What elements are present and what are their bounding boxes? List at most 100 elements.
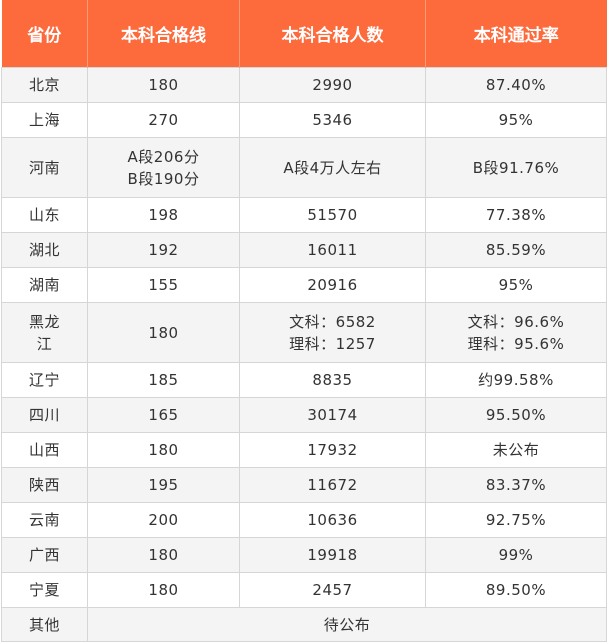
cell-line: 理科：1257 (289, 334, 376, 353)
cell-line: 89.50% (485, 581, 547, 599)
cell-line: 黑龙 (28, 312, 60, 331)
cell-line: B段190分 (127, 169, 200, 188)
cell-pass-line: 192 (87, 232, 240, 268)
cell-line: 180 (148, 323, 179, 342)
cell-province: 湖北 (1, 232, 88, 268)
cell-line: 95% (498, 276, 534, 294)
cell-line: A段4万人左右 (283, 158, 382, 177)
cell-line: 文科：96.6% (467, 312, 565, 331)
cell-pass-line: 165 (87, 397, 240, 433)
cell-pass-line: 185 (87, 362, 240, 398)
cell-line: 10636 (307, 511, 358, 529)
cell-line: 155 (148, 276, 179, 294)
cell-pass-rate: 文科：96.6% 理科：95.6% (425, 302, 607, 363)
cell-line: 辽宁 (28, 371, 60, 389)
cell-line: 湖北 (28, 241, 60, 259)
cell-line: 200 (148, 511, 179, 529)
cell-line: A段206分 (127, 147, 200, 166)
cell-province: 广西 (1, 537, 88, 573)
cell-province: 上海 (1, 102, 88, 138)
cell-line: 85.59% (485, 241, 547, 259)
table-body: 北京 180 2990 87.40% 上海 270 5346 95% 河南 A段206分 B段190… (1, 67, 607, 608)
cell-province: 北京 (1, 67, 88, 103)
cell-pass-rate: 89.50% (425, 572, 607, 608)
table-row: 山西 180 17932 未公布 (1, 432, 607, 468)
cell-province: 四川 (1, 397, 88, 433)
header-pass-line: 本科合格线 (87, 0, 240, 68)
cell-line: 江 (36, 334, 53, 353)
cell-pass-line: 198 (87, 197, 240, 233)
cell-pass-rate: 未公布 (425, 432, 607, 468)
cell-line: 四川 (28, 406, 60, 424)
cell-pass-count: 2990 (239, 67, 426, 103)
cell-line: 92.75% (485, 511, 547, 529)
cell-line: 30174 (307, 406, 358, 424)
cell-line: 180 (148, 76, 179, 94)
cell-line: 180 (148, 581, 179, 599)
cell-pass-count: A段4万人左右 (239, 137, 426, 198)
cell-pass-count: 30174 (239, 397, 426, 433)
table-row: 黑龙江 180 文科：6582 理科：1257 文科：96.6% 理科：95.6% (1, 302, 607, 363)
table-row: 辽宁 185 8835 约99.58% (1, 362, 607, 398)
cell-pass-line: 195 (87, 467, 240, 503)
cell-line: 11672 (307, 476, 358, 494)
cell-pass-rate: 95% (425, 102, 607, 138)
cell-province: 宁夏 (1, 572, 88, 608)
cell-line: 2457 (312, 581, 353, 599)
table-row: 北京 180 2990 87.40% (1, 67, 607, 103)
cell-line: 185 (148, 371, 179, 389)
cell-line: 文科：6582 (289, 312, 376, 331)
cell-pass-rate: 77.38% (425, 197, 607, 233)
cell-pass-rate: 92.75% (425, 502, 607, 538)
cell-line: B段91.76% (472, 158, 560, 177)
cell-pass-count: 10636 (239, 502, 426, 538)
cell-line: 180 (148, 546, 179, 564)
cell-line: 湖南 (28, 276, 60, 294)
cell-pass-count: 8835 (239, 362, 426, 398)
cell-pass-count: 文科：6582 理科：1257 (239, 302, 426, 363)
cell-line: 山西 (28, 441, 60, 459)
cell-line: 5346 (312, 111, 353, 129)
cell-line: 河南 (28, 158, 60, 177)
cell-pass-count: 51570 (239, 197, 426, 233)
cell-province: 云南 (1, 502, 88, 538)
cell-line: 20916 (307, 276, 358, 294)
cell-line: 16011 (307, 241, 358, 259)
header-pass-count: 本科合格人数 (239, 0, 426, 68)
cell-line: 270 (148, 111, 179, 129)
table-row: 广西 180 19918 99% (1, 537, 607, 573)
cell-pass-rate: 85.59% (425, 232, 607, 268)
cell-line: 山东 (28, 206, 60, 224)
cell-line: 约99.58% (478, 371, 554, 389)
footer-note: 待公布 (87, 607, 607, 642)
cell-pass-line: 155 (87, 267, 240, 303)
cell-pass-line: 200 (87, 502, 240, 538)
cell-line: 195 (148, 476, 179, 494)
cell-line: 北京 (28, 76, 60, 94)
cell-line: 165 (148, 406, 179, 424)
cell-pass-count: 19918 (239, 537, 426, 573)
cell-line: 2990 (312, 76, 353, 94)
footer-province: 其他 (1, 607, 88, 642)
cell-pass-count: 2457 (239, 572, 426, 608)
cell-line: 192 (148, 241, 179, 259)
cell-line: 87.40% (485, 76, 547, 94)
cell-pass-count: 17932 (239, 432, 426, 468)
cell-province: 河南 (1, 137, 88, 198)
table-row: 湖北 192 16011 85.59% (1, 232, 607, 268)
cell-pass-rate: B段91.76% (425, 137, 607, 198)
cell-line: 理科：95.6% (467, 334, 565, 353)
cell-line: 上海 (28, 111, 60, 129)
cell-pass-line: 180 (87, 302, 240, 363)
cell-line: 198 (148, 206, 179, 224)
cell-province: 黑龙江 (1, 302, 88, 363)
cell-line: 83.37% (485, 476, 547, 494)
cell-pass-line: 180 (87, 572, 240, 608)
table-row: 湖南 155 20916 95% (1, 267, 607, 303)
cell-line: 17932 (307, 441, 358, 459)
cell-line: 95% (498, 111, 534, 129)
cell-line: 广西 (28, 546, 60, 564)
cell-pass-count: 11672 (239, 467, 426, 503)
cell-pass-rate: 87.40% (425, 67, 607, 103)
